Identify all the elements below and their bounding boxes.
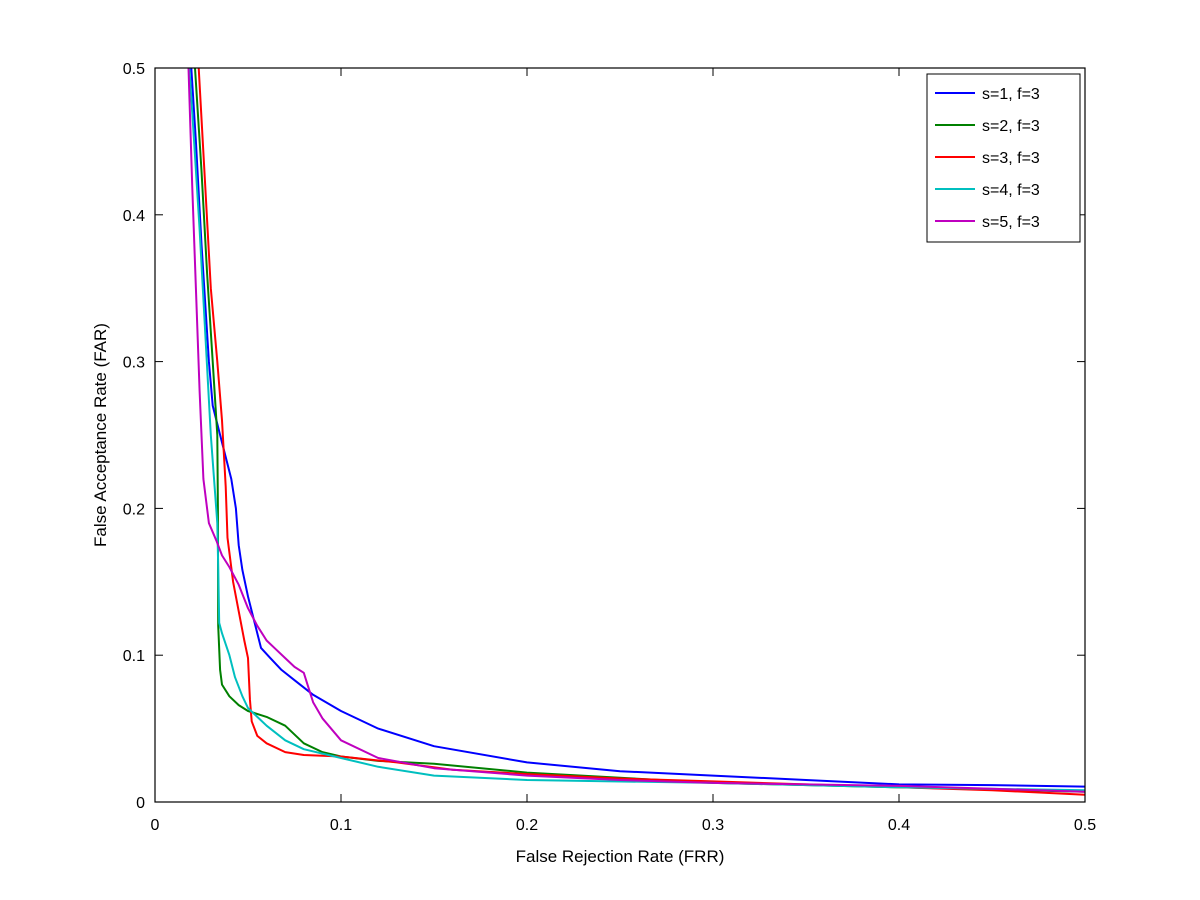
series-line-3 [197,68,1085,796]
legend: s=1, f=3 s=2, f=3 s=3, f=3 s=4, f=3 s=5, f=3 [926,73,1081,243]
series-line-2 [194,68,1085,793]
y-tick-label: 0 [136,795,145,812]
y-tick-label: 0.3 [123,355,145,372]
y-tick-label: 0.5 [123,61,145,78]
legend-label-3: s=3, f=3 [982,150,1040,167]
y-axis-label: False Acceptance Rate (FAR) [91,323,110,547]
x-tick-label: 0.3 [702,817,724,834]
legend-label-4: s=4, f=3 [982,182,1040,199]
y-tick-label: 0.4 [123,208,145,225]
legend-label-1: s=1, f=3 [982,86,1040,103]
series-line-5 [187,68,1085,793]
series-line-4 [188,68,1085,792]
x-axis-label: False Rejection Rate (FRR) [516,847,725,866]
x-tick-label: 0.2 [516,817,538,834]
ticks-layer: 0 0.1 0.2 0.3 0.4 0.5 0 0.1 0.2 0.3 0.4 0.5 [123,61,1096,834]
x-tick-label: 0 [151,817,160,834]
x-tick-label: 0.5 [1074,817,1096,834]
y-tick-label: 0.1 [123,648,145,665]
x-tick-label: 0.4 [888,817,910,834]
y-tick-label: 0.2 [123,501,145,518]
axes-box [154,67,1086,803]
legend-label-5: s=5, f=3 [982,214,1040,231]
series-layer [187,68,1085,796]
x-tick-label: 0.1 [330,817,352,834]
legend-label-2: s=2, f=3 [982,118,1040,135]
